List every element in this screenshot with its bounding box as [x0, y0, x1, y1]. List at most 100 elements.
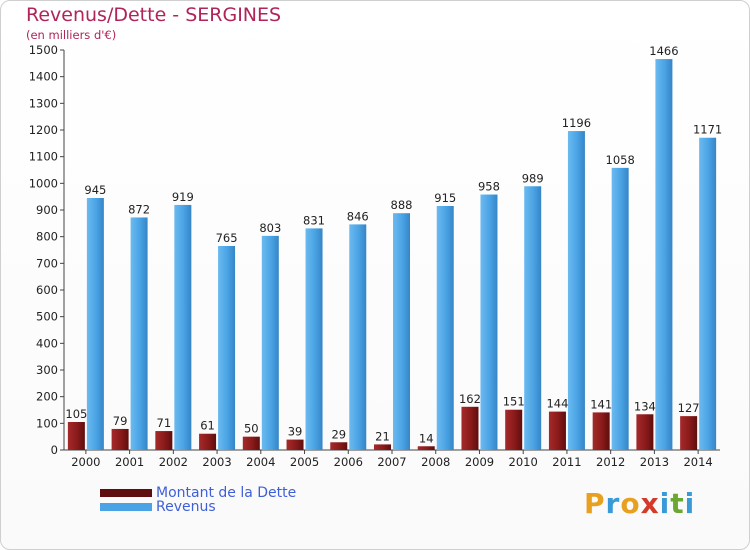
- logo-letter: i: [684, 487, 696, 520]
- data-label-revenus: 958: [478, 180, 500, 194]
- x-tick-label: 2004: [246, 455, 275, 469]
- y-tick-label: 300: [36, 363, 58, 377]
- logo-letter: x: [640, 487, 660, 520]
- bar-dette: [111, 428, 129, 450]
- data-label-dette: 105: [65, 407, 87, 421]
- data-label-revenus: 846: [347, 209, 369, 223]
- y-tick-label: 100: [36, 416, 58, 430]
- bar-revenus: [130, 217, 148, 450]
- chart-subtitle: (en milliers d'€): [26, 28, 117, 42]
- bar-dette: [242, 436, 260, 450]
- bar-dette: [461, 406, 479, 450]
- x-tick-label: 2014: [683, 455, 712, 469]
- logo-letter: P: [584, 487, 606, 520]
- data-label-dette: 71: [157, 416, 172, 430]
- x-tick-label: 2011: [552, 455, 581, 469]
- data-label-revenus: 1058: [606, 153, 635, 167]
- y-tick-label: 1000: [29, 176, 58, 190]
- data-label-dette: 141: [590, 397, 612, 411]
- bar-revenus: [655, 59, 673, 451]
- bar-dette: [67, 422, 85, 450]
- x-tick-label: 2005: [290, 455, 319, 469]
- chart-data-labels: 105 945 79 872 71 919 61 765 50 803 39 831 29 846 21 88…: [65, 44, 722, 445]
- y-tick-label: 1300: [29, 96, 58, 110]
- data-label-revenus: 872: [128, 202, 150, 216]
- y-tick-label: 1200: [29, 123, 58, 137]
- data-label-dette: 162: [459, 392, 481, 406]
- x-tick-label: 2000: [71, 455, 100, 469]
- data-label-revenus: 831: [303, 213, 325, 227]
- y-tick-label: 200: [36, 390, 58, 404]
- logo-letter: r: [605, 487, 621, 520]
- y-tick-label: 400: [36, 336, 58, 350]
- data-label-dette: 151: [503, 395, 525, 409]
- data-label-revenus: 1196: [562, 116, 591, 130]
- bar-dette: [286, 439, 304, 450]
- y-tick-label: 1400: [29, 70, 58, 84]
- data-label-revenus: 1171: [693, 123, 722, 137]
- y-tick-label: 600: [36, 283, 58, 297]
- y-tick-label: 800: [36, 230, 58, 244]
- chart-title: Revenus/Dette - SERGINES: [26, 4, 282, 26]
- bar-dette: [680, 416, 698, 450]
- data-label-dette: 134: [634, 399, 656, 413]
- data-label-dette: 50: [244, 422, 259, 436]
- data-label-dette: 29: [331, 427, 346, 441]
- bar-dette: [330, 442, 348, 450]
- bar-revenus: [567, 131, 585, 451]
- data-label-revenus: 765: [216, 231, 238, 245]
- x-tick-label: 2008: [421, 455, 450, 469]
- logo-letter: o: [620, 487, 641, 520]
- data-label-dette: 79: [113, 414, 128, 428]
- legend-item-revenus: Revenus: [100, 499, 216, 515]
- legend-label-revenus: Revenus: [156, 499, 216, 515]
- bar-dette: [374, 444, 391, 450]
- data-label-dette: 127: [678, 401, 700, 415]
- bar-dette: [155, 431, 173, 450]
- data-label-revenus: 919: [172, 190, 194, 204]
- bar-revenus: [393, 213, 410, 450]
- bar-revenus: [305, 228, 323, 450]
- bar-dette: [636, 414, 654, 450]
- data-label-revenus: 888: [391, 198, 413, 212]
- bar-dette: [199, 433, 217, 450]
- data-label-dette: 61: [200, 419, 215, 433]
- y-tick-label: 500: [36, 310, 58, 324]
- data-label-dette: 21: [375, 429, 390, 443]
- logo-letter: i: [659, 487, 671, 520]
- bar-revenus: [218, 246, 236, 450]
- y-tick-label: 700: [36, 256, 58, 270]
- x-tick-label: 2003: [202, 455, 231, 469]
- y-tick-label: 1100: [29, 150, 58, 164]
- y-tick-label: 1500: [29, 43, 58, 57]
- legend-swatch-dette: [100, 489, 152, 497]
- x-tick-label: 2001: [115, 455, 144, 469]
- data-label-revenus: 915: [434, 191, 456, 205]
- x-tick-label: 2002: [159, 455, 188, 469]
- bar-revenus: [261, 235, 279, 450]
- data-label-revenus: 945: [84, 183, 106, 197]
- bar-revenus: [524, 186, 542, 450]
- data-label-revenus: 1466: [649, 44, 678, 58]
- legend-swatch-revenus: [100, 503, 152, 511]
- bar-dette: [548, 411, 566, 450]
- bar-revenus: [699, 137, 717, 450]
- y-tick-label: 0: [51, 443, 58, 457]
- bar-revenus: [86, 198, 104, 450]
- bar-revenus: [436, 206, 454, 450]
- legend-label-dette: Montant de la Dette: [156, 485, 297, 501]
- bar-revenus: [611, 167, 629, 450]
- data-label-dette: 144: [546, 397, 568, 411]
- x-tick-label: 2006: [334, 455, 363, 469]
- logo-letter: t: [670, 487, 685, 520]
- chart-bars: [67, 59, 717, 451]
- data-label-revenus: 803: [259, 221, 281, 235]
- x-tick-label: 2013: [640, 455, 669, 469]
- chart-axes: 0 100 200 300 400 500 600 700 800 900 1000 1100 1200…: [29, 43, 720, 469]
- data-label-revenus: 989: [522, 171, 544, 185]
- x-tick-label: 2012: [596, 455, 625, 469]
- bar-dette: [592, 412, 610, 450]
- data-label-dette: 39: [288, 425, 303, 439]
- bar-dette: [505, 409, 523, 450]
